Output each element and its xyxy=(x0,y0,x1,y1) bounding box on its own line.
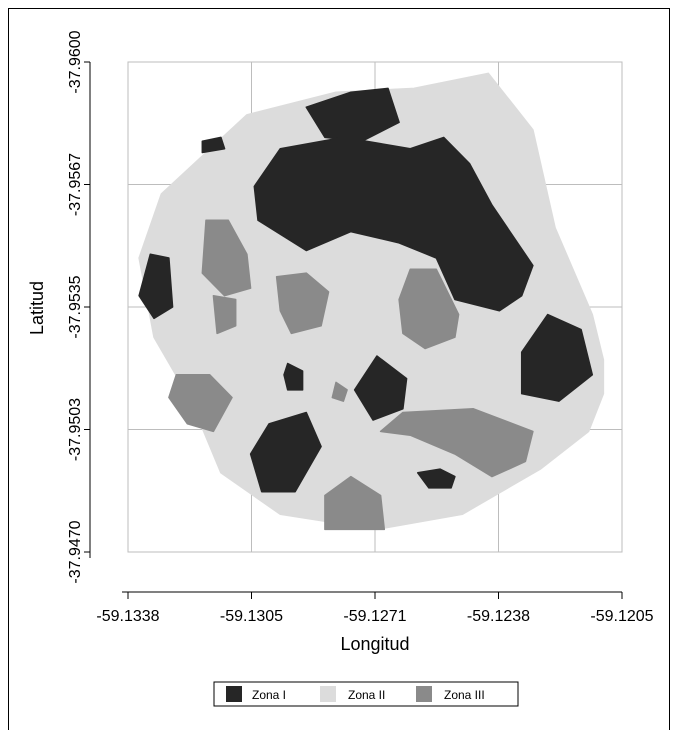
legend-swatch-zona-ii xyxy=(320,686,336,702)
zone-area-zona-i xyxy=(520,313,594,402)
zone-area-zona-iii xyxy=(275,272,330,335)
zone-area-zona-i xyxy=(283,362,304,391)
axes: -59.1338 -59.1305 -59.1271 -59.1238 -59.1205… xyxy=(67,30,654,625)
y-tick-label: -37.9567 xyxy=(67,153,84,216)
zone-area-zona-iii xyxy=(398,268,460,350)
zone-area-zona-iii xyxy=(379,408,534,478)
legend-label-zona-ii: Zona II xyxy=(348,688,385,702)
legend-box xyxy=(213,681,519,707)
x-axis-title: Longitud xyxy=(340,634,409,654)
y-tick-label: -37.9470 xyxy=(67,520,84,583)
zone-area-zona-iii xyxy=(324,475,386,531)
zone-area-zona-i xyxy=(201,136,226,154)
legend-label-zona-iii: Zona III xyxy=(444,688,485,702)
y-tick-label: -37.9535 xyxy=(67,275,84,338)
zone-area-zona-iii xyxy=(201,219,252,297)
zone-area-zona-i xyxy=(138,253,174,320)
x-tick-label: -59.1205 xyxy=(590,608,653,625)
legend: Zona I Zona II Zona III xyxy=(213,681,519,707)
y-tick-label: -37.9503 xyxy=(67,398,84,461)
x-tick-label: -59.1238 xyxy=(467,608,530,625)
y-tick-label: -37.9600 xyxy=(67,30,84,93)
legend-swatch-zona-i xyxy=(226,686,242,702)
legend-swatch-zona-iii xyxy=(416,686,432,702)
x-tick-label: -59.1338 xyxy=(96,608,159,625)
zone-area-zona-iii xyxy=(331,381,348,402)
figure-frame xyxy=(8,8,670,730)
y-axis-title: Latitud xyxy=(27,281,47,335)
x-tick-label: -59.1271 xyxy=(343,608,406,625)
legend-label-zona-i: Zona I xyxy=(252,688,286,702)
zone-area-zona-i xyxy=(249,411,322,493)
zone-area-zona-iii xyxy=(212,294,237,335)
zone-polygons xyxy=(138,72,605,531)
zone-area-zona-i xyxy=(416,468,456,489)
zone-area-zona-i xyxy=(353,355,408,421)
x-tick-label: -59.1305 xyxy=(220,608,283,625)
zone-area-zona-i xyxy=(253,136,534,312)
zone-area-zona-iii xyxy=(168,374,233,433)
